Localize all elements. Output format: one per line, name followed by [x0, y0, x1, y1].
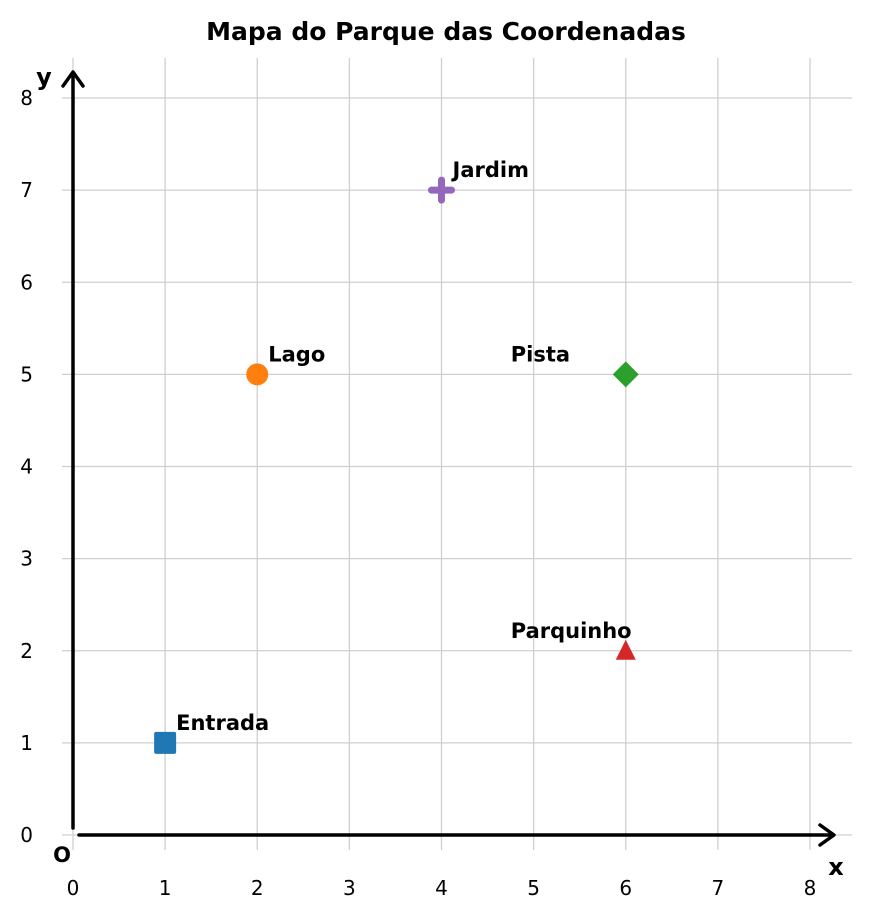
point-label: Pista — [511, 342, 570, 366]
x-tick-label: 4 — [435, 876, 448, 900]
y-tick-label: 1 — [20, 731, 33, 755]
x-axis-arrowhead — [818, 823, 836, 847]
x-tick-label: 2 — [251, 876, 264, 900]
point-label: Jardim — [451, 158, 529, 182]
y-tick-label: 3 — [20, 547, 33, 571]
y-axis-label: y — [36, 63, 52, 91]
x-tick-label: 5 — [527, 876, 540, 900]
x-tick-label: 8 — [804, 876, 817, 900]
y-tick-label: 8 — [20, 86, 33, 110]
tick-labels: 0 1 2 3 4 5 6 7 8 0 1 2 3 4 5 6 7 8 — [20, 86, 816, 900]
y-tick-label: 6 — [20, 270, 33, 294]
data-points: Entrada Lago Pista Parquinho Jardim — [154, 158, 639, 754]
origin-label: O — [53, 843, 71, 867]
x-axis-label: x — [828, 853, 844, 881]
point-marker-plus — [428, 176, 455, 204]
chart-title: Mapa do Parque das Coordenadas — [206, 17, 686, 46]
point-marker-circle — [246, 363, 269, 386]
point-label: Parquinho — [511, 619, 632, 643]
axes: y x O — [36, 63, 844, 881]
point-marker-triangle — [615, 639, 636, 660]
grid — [62, 58, 852, 850]
x-tick-label: 6 — [619, 876, 632, 900]
point-marker-square — [154, 731, 177, 754]
x-tick-label: 1 — [159, 876, 172, 900]
point-label: Entrada — [176, 711, 269, 735]
y-axis-arrowhead — [61, 70, 85, 88]
y-tick-label: 7 — [20, 178, 33, 202]
y-tick-label: 2 — [20, 639, 33, 663]
y-tick-label: 0 — [20, 823, 33, 847]
y-tick-label: 4 — [20, 455, 33, 479]
point-marker-diamond — [612, 361, 639, 388]
y-tick-label: 5 — [20, 362, 33, 386]
x-tick-label: 0 — [67, 876, 80, 900]
x-tick-label: 3 — [343, 876, 356, 900]
x-tick-label: 7 — [712, 876, 725, 900]
point-label: Lago — [268, 342, 325, 366]
